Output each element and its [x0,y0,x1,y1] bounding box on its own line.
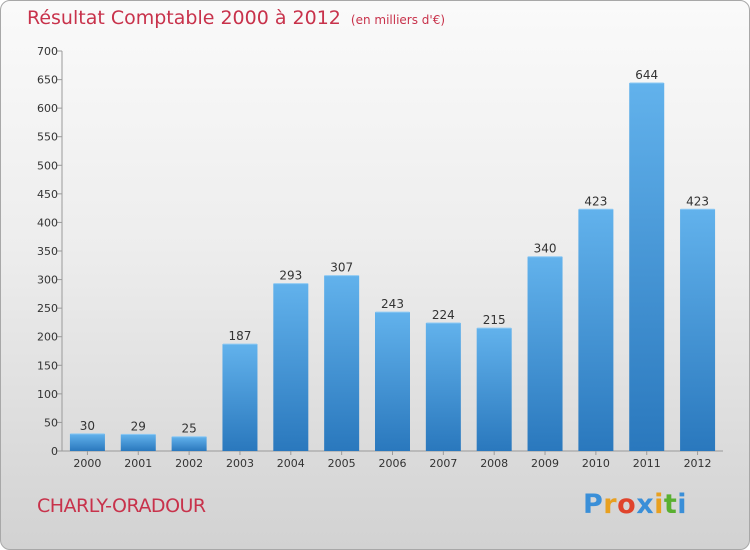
y-tick-label: 200 [37,331,58,344]
chart-title-text: Résultat Comptable 2000 à 2012 [27,7,341,29]
y-tick-label: 550 [37,131,58,144]
x-tick-label: 2011 [633,457,661,470]
data-label: 243 [381,297,404,311]
y-tick-label: 100 [37,388,58,401]
y-tick-label: 150 [37,359,58,372]
data-label: 25 [181,422,196,436]
bar [375,312,410,451]
y-tick-label: 50 [44,416,58,429]
x-tick-label: 2005 [328,457,356,470]
bar [425,323,461,451]
x-tick-label: 2009 [531,457,559,470]
x-tick-label: 2010 [582,457,610,470]
logo-letter: i [654,489,664,520]
x-tick-label: 2006 [379,457,407,470]
data-label: 30 [80,419,95,433]
x-tick-label: 2000 [73,457,101,470]
y-tick-label: 400 [37,216,58,229]
x-tick-label: 2001 [124,457,152,470]
bar [222,344,258,451]
x-tick-label: 2003 [226,457,254,470]
y-tick-label: 300 [37,274,58,287]
data-label: 215 [483,313,506,327]
y-tick-label: 500 [37,159,58,172]
data-label: 307 [330,261,353,275]
chart-data-labels: 30 29 25 187 293 307 243 224 215 340 423 644 423 [80,68,709,436]
logo-letter: x [636,489,655,520]
y-tick-label: 350 [37,245,58,258]
chart-bars [69,82,716,451]
bar [578,209,614,451]
y-tick-label: 650 [37,74,58,87]
data-label: 340 [534,242,557,256]
chart-title: Résultat Comptable 2000 à 2012 (en millie… [27,7,445,29]
data-label: 293 [279,269,302,283]
bar [69,433,105,451]
x-tick-label: 2007 [429,457,457,470]
logo-letter: r [603,489,618,520]
x-tick-label: 2012 [684,457,712,470]
y-tick-label: 0 [51,445,58,458]
chart-subtitle: (en milliers d'€) [350,13,446,27]
proxiti-logo[interactable]: Proxiti [583,489,687,520]
data-label: 224 [432,308,455,322]
x-tick-label: 2002 [175,457,203,470]
bar [273,283,309,451]
x-tick-label: 2004 [277,457,305,470]
bar [324,275,360,451]
logo-letter: t [663,489,678,520]
logo-letter: o [617,489,637,520]
logo-letter: P [583,489,604,520]
data-label: 644 [635,68,658,82]
bar [120,434,156,451]
y-tick-label: 600 [37,102,58,115]
bar [629,83,665,451]
x-tick-label: 2008 [480,457,508,470]
data-label: 29 [131,419,146,433]
y-tick-label: 700 [37,45,58,58]
y-tick-label: 250 [37,302,58,315]
bar [476,328,512,451]
data-label: 423 [686,194,709,208]
data-label: 187 [229,329,252,343]
logo-letter: i [677,489,688,520]
town-name: CHARLY-ORADOUR [37,495,206,517]
data-label: 423 [584,194,607,208]
bar [680,209,716,451]
bar [171,436,207,451]
y-tick-label: 450 [37,188,58,201]
bar [527,256,563,451]
